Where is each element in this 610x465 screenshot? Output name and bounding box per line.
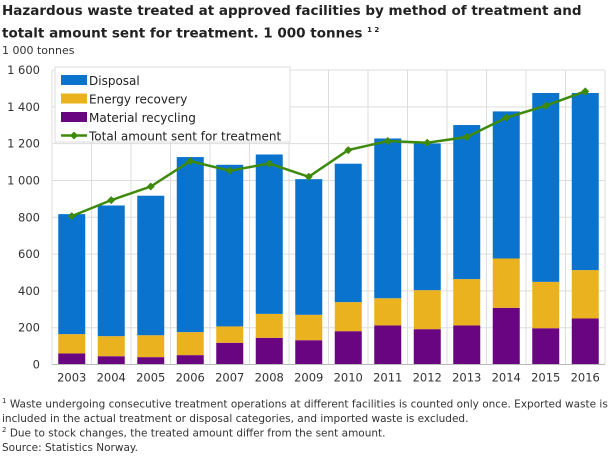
x-tick-label: 2008 [255,371,284,385]
line-marker [462,132,471,141]
x-tick-label: 2005 [136,371,165,385]
x-tick-label: 2006 [176,371,205,385]
legend-swatch [61,112,87,122]
line-marker [186,157,195,166]
bar-disposal [413,143,441,291]
y-tick-label: 1 600 [7,63,40,77]
footnote-1: 1 Waste undergoing consecutive treatment… [2,397,608,425]
bar-disposal [255,154,283,314]
bar-material-recycling [137,357,165,365]
bar-material-recycling [97,356,125,365]
bar-disposal [176,157,204,333]
legend-box [54,66,291,143]
bar-energy-recovery [255,313,283,338]
total-line [71,90,586,218]
bar-disposal [492,111,520,259]
bar-material-recycling [334,331,362,365]
bar-disposal [137,195,165,336]
bar-disposal [295,179,323,315]
line-marker [304,172,313,181]
x-tick-label: 2013 [452,371,481,385]
bar-energy-recovery [137,335,165,358]
bar-energy-recovery [532,281,560,329]
bar-material-recycling [176,355,204,365]
legend-swatch [61,93,87,104]
bar-disposal [532,93,560,282]
x-tick-label: 2007 [215,371,244,385]
y-tick-label: 200 [18,321,40,335]
bar-material-recycling [571,318,599,365]
y-tick-label: 400 [18,284,40,298]
bar-energy-recovery [334,302,362,332]
line-marker [383,137,392,146]
chart-title: Hazardous waste treated at approved faci… [2,3,582,42]
legend-label: Material recycling [89,111,196,125]
bar-material-recycling [492,307,520,365]
legend-label: Total amount sent for treatment [88,130,282,144]
chart: 0 200 400 600 800 1 000 1 200 1 400 1 600 2003 200… [7,63,606,385]
bar-energy-recovery [216,326,244,343]
bar-disposal [216,164,244,327]
bar-material-recycling [295,340,323,365]
bar-energy-recovery [453,279,481,326]
line-marker [502,113,511,122]
line-marker [541,101,550,110]
footnote-2: 2 Due to stock changes, the treated amou… [2,426,386,440]
x-tick-label: 2004 [97,371,126,385]
bar-material-recycling [58,353,86,365]
x-tick-label: 2015 [531,371,560,385]
bar-energy-recovery [97,336,125,357]
bar-energy-recovery [571,270,599,319]
x-tick-label: 2012 [413,371,442,385]
y-tick-label: 1 000 [7,173,40,187]
line-marker [225,166,234,175]
x-tick-label: 2011 [373,371,402,385]
x-tick-label: 2014 [492,371,521,385]
bar-energy-recovery [295,314,323,341]
x-tick-label: 2009 [294,371,323,385]
source: Source: Statistics Norway. [2,442,138,454]
bar-energy-recovery [374,298,402,326]
y-axis-label: 1 000 tonnes [2,44,75,57]
bar-material-recycling [374,325,402,365]
bar-disposal [58,214,86,335]
bar-energy-recovery [58,334,86,354]
y-tick-label: 800 [18,210,40,224]
bar-disposal [374,138,402,299]
y-tick-label: 1 200 [7,137,40,151]
line-marker [146,182,155,191]
legend-label: Energy recovery [89,93,187,107]
line-marker [423,138,432,147]
legend-marker [70,131,78,140]
bar-disposal [97,205,125,337]
bar-disposal [453,125,481,280]
bar-material-recycling [255,337,283,365]
line-marker [265,159,274,168]
bar-material-recycling [532,328,560,365]
bar-material-recycling [216,342,244,365]
bar-material-recycling [413,329,441,365]
line-marker [581,87,590,96]
bar-energy-recovery [492,258,520,308]
bar-disposal [571,93,599,271]
x-tick-label: 2003 [57,371,86,385]
bar-energy-recovery [176,332,204,356]
bar-energy-recovery [413,290,441,330]
bar-material-recycling [453,325,481,365]
line-marker [344,146,353,155]
legend-label: Disposal [89,74,140,88]
y-tick-label: 0 [33,358,40,372]
line-marker [67,212,76,221]
y-tick-label: 1 400 [7,100,40,114]
bar-disposal [334,163,362,303]
line-marker [107,196,116,205]
x-tick-label: 2016 [571,371,600,385]
x-tick-label: 2010 [334,371,363,385]
legend-swatch [61,75,87,85]
y-tick-label: 600 [18,247,40,261]
